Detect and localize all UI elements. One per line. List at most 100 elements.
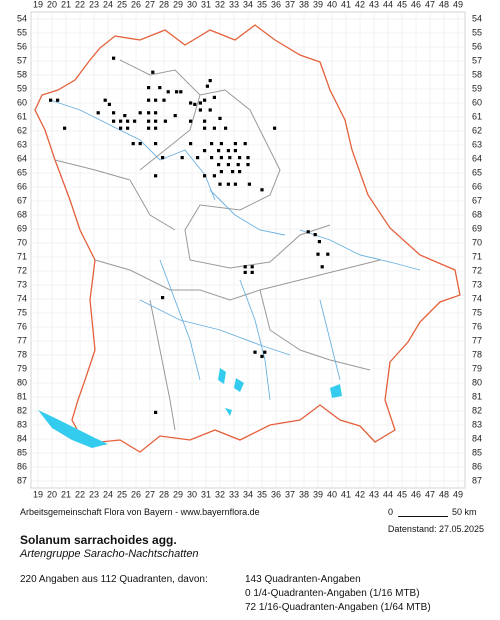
- y-label-right: 72: [472, 265, 482, 275]
- y-label-left: 64: [17, 153, 27, 163]
- credit: Arbeitsgemeinschaft Flora von Bayern - w…: [20, 507, 260, 517]
- y-label-right: 81: [472, 391, 482, 401]
- dot: [119, 126, 123, 130]
- scale-start: 0: [388, 507, 394, 517]
- date: Datenstand: 27.05.2025: [387, 524, 484, 534]
- occurrence-dots: [49, 56, 330, 414]
- x-label-top: 19: [33, 0, 43, 9]
- x-label-top: 40: [327, 0, 337, 9]
- dot: [218, 116, 222, 120]
- dot: [166, 90, 170, 94]
- dot: [198, 108, 202, 112]
- y-label-left: 57: [17, 55, 27, 65]
- x-label-top: 23: [89, 0, 99, 9]
- dot: [212, 174, 216, 178]
- y-label-left: 67: [17, 195, 27, 205]
- district-borders: [54, 59, 381, 431]
- x-label-top: 25: [117, 0, 127, 9]
- dot: [154, 98, 158, 102]
- x-label-bottom: 40: [327, 489, 337, 499]
- x-label-bottom: 48: [439, 489, 449, 499]
- y-label-right: 78: [472, 349, 482, 359]
- x-label-top: 28: [159, 0, 169, 9]
- dot: [138, 142, 142, 146]
- rivers: [49, 99, 421, 401]
- y-label-right: 65: [472, 167, 482, 177]
- dot: [154, 410, 158, 414]
- dot: [226, 163, 230, 167]
- y-label-right: 87: [472, 475, 482, 485]
- dot: [218, 182, 222, 186]
- y-label-left: 74: [17, 293, 27, 303]
- x-label-bottom: 20: [47, 489, 57, 499]
- y-label-left: 80: [17, 377, 27, 387]
- dot: [103, 98, 107, 102]
- y-label-right: 71: [472, 251, 482, 261]
- dot: [154, 119, 158, 123]
- y-label-left: 77: [17, 335, 27, 345]
- x-label-top: 27: [145, 0, 155, 9]
- x-label-bottom: 45: [397, 489, 407, 499]
- x-label-bottom: 41: [341, 489, 351, 499]
- dot: [126, 119, 130, 123]
- y-label-left: 61: [17, 111, 27, 121]
- y-label-right: 56: [472, 41, 482, 51]
- y-label-left: 54: [17, 13, 27, 23]
- x-label-bottom: 33: [229, 489, 239, 499]
- y-label-right: 79: [472, 363, 482, 373]
- dot: [63, 126, 67, 130]
- dot: [147, 126, 151, 130]
- y-label-right: 82: [472, 405, 482, 415]
- x-label-top: 45: [397, 0, 407, 9]
- y-label-right: 74: [472, 293, 482, 303]
- dot: [175, 90, 179, 94]
- dot: [96, 111, 100, 115]
- dot: [233, 149, 237, 153]
- dot: [233, 142, 237, 146]
- y-label-left: 68: [17, 209, 27, 219]
- x-label-bottom: 46: [411, 489, 421, 499]
- grid: [31, 12, 465, 488]
- x-label-bottom: 36: [271, 489, 281, 499]
- dot: [246, 156, 250, 160]
- dot: [107, 102, 111, 106]
- x-label-bottom: 27: [145, 489, 155, 499]
- x-label-top: 47: [425, 0, 435, 9]
- x-label-top: 43: [369, 0, 379, 9]
- dot: [273, 126, 277, 130]
- dot: [212, 95, 216, 99]
- dot: [131, 142, 135, 146]
- y-label-right: 75: [472, 307, 482, 317]
- dot: [161, 296, 165, 300]
- dot: [138, 111, 142, 115]
- x-label-top: 37: [285, 0, 295, 9]
- y-label-left: 56: [17, 41, 27, 51]
- y-label-left: 72: [17, 265, 27, 275]
- x-label-bottom: 21: [61, 489, 71, 499]
- x-label-bottom: 43: [369, 489, 379, 499]
- dot: [219, 170, 223, 174]
- y-label-right: 86: [472, 461, 482, 471]
- x-label-top: 21: [61, 0, 71, 9]
- y-label-left: 78: [17, 349, 27, 359]
- y-label-left: 82: [17, 405, 27, 415]
- dot: [189, 142, 193, 146]
- x-label-top: 49: [453, 0, 463, 9]
- dot: [217, 163, 221, 167]
- x-label-top: 39: [313, 0, 323, 9]
- y-label-right: 67: [472, 195, 482, 205]
- y-label-left: 75: [17, 307, 27, 317]
- y-label-left: 84: [17, 433, 27, 443]
- dot: [147, 98, 151, 102]
- dot: [203, 149, 207, 153]
- x-label-top: 31: [201, 0, 211, 9]
- x-label-top: 33: [229, 0, 239, 9]
- dot: [243, 142, 247, 146]
- y-label-left: 55: [17, 27, 27, 37]
- count-line: 0 1/4-Quadranten-Angaben (1/16 MTB): [245, 588, 420, 599]
- dot: [210, 142, 214, 146]
- dot: [260, 354, 264, 358]
- dot: [260, 188, 264, 192]
- x-label-bottom: 32: [215, 489, 225, 499]
- dot: [233, 182, 237, 186]
